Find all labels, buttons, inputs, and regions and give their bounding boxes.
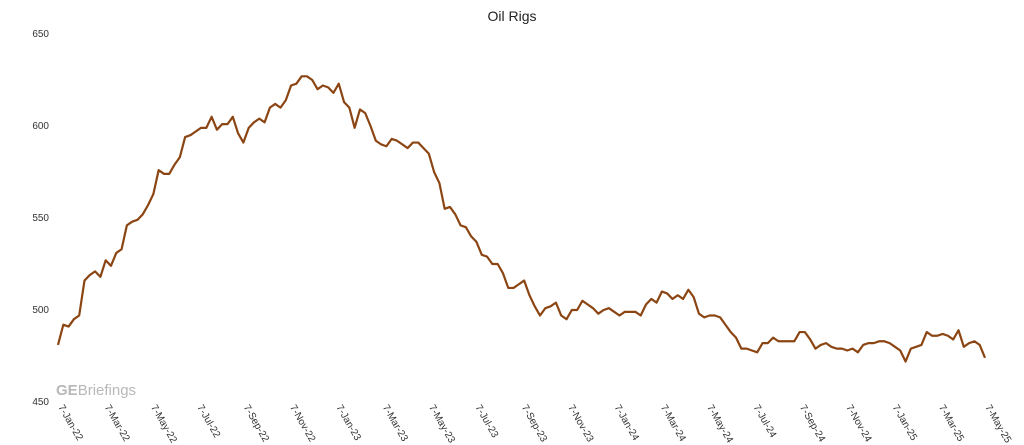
y-tick-label: 450 (32, 397, 49, 408)
y-tick-label: 500 (32, 305, 49, 316)
x-tick-label: 7-Jan-25 (890, 403, 919, 443)
x-tick-label: 7-Jul-23 (473, 403, 501, 440)
x-tick-label: 7-Jul-22 (194, 403, 222, 440)
watermark-rest: Briefings (78, 382, 136, 399)
x-tick-label: 7-Mar-23 (380, 403, 410, 444)
x-tick-label: 7-Jan-24 (612, 403, 641, 443)
x-tick-label: 7-Nov-24 (843, 403, 873, 444)
chart-title: Oil Rigs (487, 8, 536, 24)
x-tick-label: 7-Sep-23 (519, 403, 549, 445)
x-tick-label: 7-May-24 (704, 403, 735, 445)
series-group (56, 75, 987, 363)
x-tick-label: 7-Nov-22 (287, 403, 317, 444)
x-tick-label: 7-Mar-25 (936, 403, 966, 444)
x-tick-label: 7-May-22 (148, 403, 179, 445)
x-tick-label: 7-May-23 (426, 403, 457, 445)
x-tick-label: 7-Jul-24 (751, 403, 779, 440)
watermark: GEBriefings (56, 382, 136, 399)
x-tick-label: 7-May-25 (982, 403, 1013, 445)
x-tick-label: 7-Sep-24 (797, 403, 827, 445)
x-tick-label: 7-Mar-22 (102, 403, 132, 444)
x-tick-label: 7-Jan-22 (55, 403, 84, 443)
y-tick-label: 600 (32, 121, 49, 132)
x-axis: 7-Jan-22 7-Mar-22 7-May-22 7-Jul-22 7-Sep-22… (55, 403, 1013, 445)
y-tick-label: 650 (32, 29, 49, 40)
x-tick-label: 7-Mar-24 (658, 403, 688, 444)
y-axis: 450 500 550 600 650 (32, 29, 49, 408)
x-tick-label: 7-Jan-23 (334, 403, 363, 443)
y-tick-label: 550 (32, 213, 49, 224)
series-line (56, 75, 987, 363)
x-tick-label: 7-Nov-23 (565, 403, 595, 444)
x-tick-label: 7-Sep-22 (241, 403, 271, 445)
watermark-bold: GE (56, 382, 78, 399)
